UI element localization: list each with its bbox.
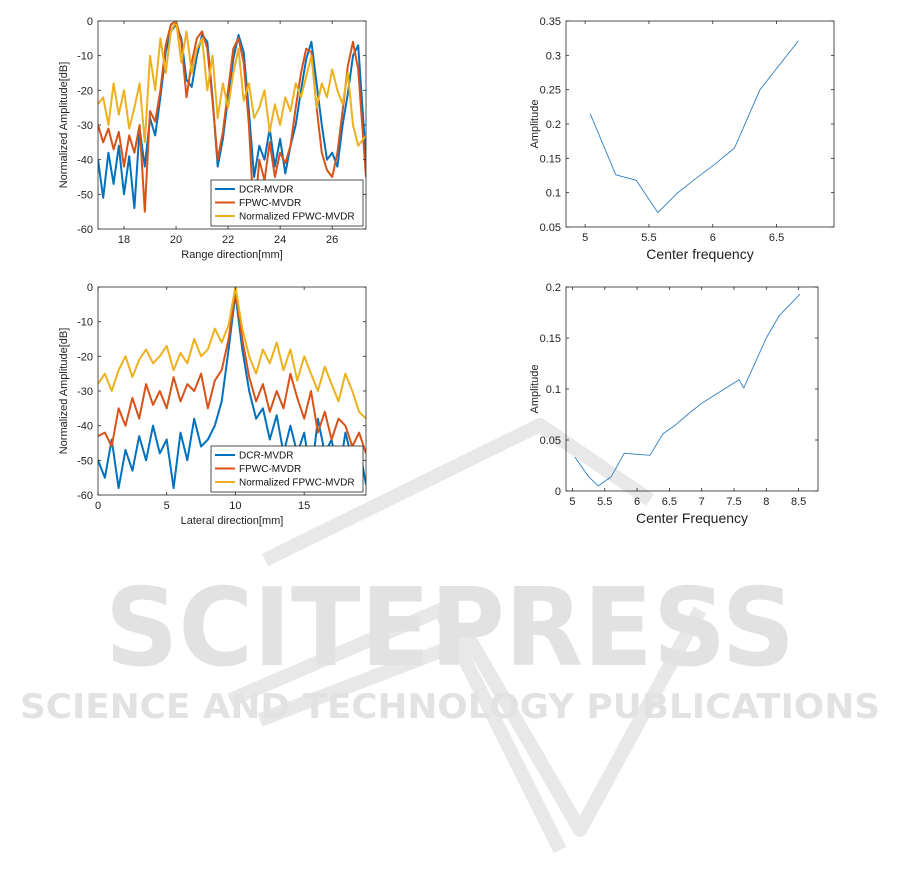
x-tick-label: 22 bbox=[222, 234, 234, 246]
y-tick-label: -20 bbox=[77, 351, 93, 363]
x-tick-label: 8.5 bbox=[791, 496, 806, 508]
y-axis-label: Normalized Amplitude[dB] bbox=[58, 62, 70, 189]
x-tick-label: 7.5 bbox=[726, 496, 741, 508]
legend: DCR-MVDR FPWC-MVDR Normalized FPWC-MVDR bbox=[210, 179, 364, 227]
y-tick-label: 0.25 bbox=[540, 85, 561, 97]
series-line-normalized-fpwc-mvdr bbox=[98, 21, 366, 147]
x-tick-label: 6 bbox=[634, 496, 640, 508]
y-tick-label: 0.15 bbox=[540, 333, 561, 345]
x-tick-label: 8 bbox=[763, 496, 769, 508]
axes-box bbox=[565, 286, 819, 492]
y-tick-label: -50 bbox=[77, 455, 93, 467]
x-tick-label: 18 bbox=[118, 234, 130, 246]
x-axis-label: Lateral direction[mm] bbox=[181, 515, 284, 527]
chart-center-freq-1: 5 5.5 6 6.5 0.05 0.1 0.15 0.2 0.25 0.3 0.35 Center … bbox=[529, 16, 835, 262]
legend-entry: DCR-MVDR bbox=[239, 185, 293, 196]
y-tick-label: 0.2 bbox=[546, 282, 561, 294]
series-group bbox=[574, 293, 801, 487]
legend-entry: Normalized FPWC-MVDR bbox=[239, 478, 355, 489]
y-axis-label: Normalized Amplitude[dB] bbox=[58, 328, 70, 455]
axes-box bbox=[565, 20, 835, 228]
watermark-book-logo bbox=[227, 418, 707, 854]
series-line-fpwc-mvdr bbox=[98, 21, 366, 224]
y-tick-label: 0.1 bbox=[546, 188, 561, 200]
x-axis-label: Range direction[mm] bbox=[181, 249, 283, 261]
x-tick-label: 20 bbox=[170, 234, 182, 246]
x-tick-label: 5 bbox=[164, 500, 170, 512]
x-tick-label: 26 bbox=[326, 234, 338, 246]
x-tick-label: 10 bbox=[229, 500, 241, 512]
y-tick-label: 0 bbox=[87, 16, 93, 28]
y-tick-label: -40 bbox=[77, 155, 93, 167]
x-tick-label: 15 bbox=[298, 500, 310, 512]
x-tick-label: 6.5 bbox=[769, 232, 784, 244]
series-line-dcr-mvdr bbox=[98, 23, 366, 210]
y-axis-label: Amplitude bbox=[529, 365, 541, 414]
series-line-amplitude bbox=[574, 293, 801, 487]
y-tick-label: -60 bbox=[77, 490, 93, 502]
series-group bbox=[98, 21, 366, 224]
legend-entry: Normalized FPWC-MVDR bbox=[239, 212, 355, 223]
x-tick-label: 24 bbox=[274, 234, 286, 246]
y-tick-label: -30 bbox=[77, 386, 93, 398]
series-line-normalized-fpwc-mvdr bbox=[98, 287, 366, 420]
y-tick-label: 0 bbox=[555, 486, 561, 498]
chart-range: 18 20 22 24 26 0 -10 -20 -30 -40 -50 -60 Range direc… bbox=[58, 16, 367, 261]
legend-box bbox=[210, 445, 364, 493]
y-tick-label: -50 bbox=[77, 189, 93, 201]
y-tick-label: -60 bbox=[77, 224, 93, 236]
y-tick-label: 0.1 bbox=[546, 384, 561, 396]
y-tick-label: 0.2 bbox=[546, 119, 561, 131]
y-tick-label: 0 bbox=[87, 282, 93, 294]
legend-entry: FPWC-MVDR bbox=[239, 198, 301, 209]
x-tick-label: 5 bbox=[582, 232, 588, 244]
x-axis-label: Center Frequency bbox=[636, 510, 748, 526]
watermark-subtitle: SCIENCE AND TECHNOLOGY PUBLICATIONS bbox=[20, 687, 880, 727]
y-tick-label: -30 bbox=[77, 120, 93, 132]
y-tick-label: 0.05 bbox=[540, 435, 561, 447]
y-tick-label: -20 bbox=[77, 85, 93, 97]
y-tick-label: 0.35 bbox=[540, 16, 561, 28]
series-line-fpwc-mvdr bbox=[98, 289, 366, 454]
y-tick-label: 0.05 bbox=[540, 222, 561, 234]
x-tick-label: 6 bbox=[710, 232, 716, 244]
chart-center-freq-2: 5 5.5 6 6.5 7 7.5 8 8.5 0 0.05 0.1 0.15 0.2 Center Fr… bbox=[529, 282, 819, 526]
x-tick-label: 7 bbox=[699, 496, 705, 508]
x-tick-label: 0 bbox=[95, 500, 101, 512]
y-tick-label: 0.15 bbox=[540, 153, 561, 165]
y-tick-label: -10 bbox=[77, 51, 93, 63]
x-tick-label: 5 bbox=[569, 496, 575, 508]
legend-box bbox=[210, 179, 364, 227]
legend-entry: FPWC-MVDR bbox=[239, 464, 301, 475]
x-tick-label: 6.5 bbox=[662, 496, 677, 508]
legend-entry: DCR-MVDR bbox=[239, 451, 293, 462]
y-tick-label: -10 bbox=[77, 317, 93, 329]
series-group bbox=[98, 287, 366, 490]
y-axis-label: Amplitude bbox=[529, 100, 541, 149]
legend: DCR-MVDR FPWC-MVDR Normalized FPWC-MVDR bbox=[210, 445, 364, 493]
series-line-amplitude bbox=[589, 40, 799, 214]
y-tick-label: 0.3 bbox=[546, 50, 561, 62]
x-axis-label: Center frequency bbox=[646, 246, 753, 262]
y-tick-label: -40 bbox=[77, 421, 93, 433]
watermark-title: SCITEPRESS bbox=[105, 566, 795, 691]
series-group bbox=[589, 40, 799, 214]
x-tick-label: 5.5 bbox=[641, 232, 656, 244]
x-tick-label: 5.5 bbox=[597, 496, 612, 508]
chart-lateral: 0 5 10 15 0 -10 -20 -30 -40 -50 -60 Lateral directi… bbox=[58, 282, 367, 527]
